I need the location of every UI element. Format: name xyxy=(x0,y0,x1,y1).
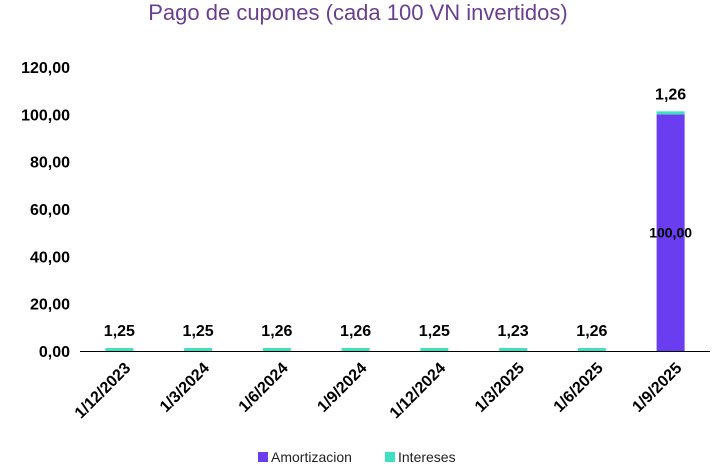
y-tick-label: 20,00 xyxy=(30,297,70,314)
legend-swatch-intereses xyxy=(385,452,395,462)
bar-intereses-6 xyxy=(577,348,606,351)
x-tick-label: 1/3/2025 xyxy=(472,360,528,416)
bar-intereses-7 xyxy=(656,111,685,115)
y-tick-label: 100,00 xyxy=(21,107,70,124)
y-tick-label: 60,00 xyxy=(30,202,70,219)
data-label-intereses: 1,25 xyxy=(183,323,214,340)
legend: Amortizacion Intereses xyxy=(258,449,456,465)
data-label-intereses: 1,26 xyxy=(261,323,292,340)
y-tick-label: 120,00 xyxy=(21,60,70,77)
chart-title: Pago de cupones (cada 100 VN invertidos) xyxy=(148,0,567,25)
bar-intereses-4 xyxy=(420,348,449,351)
x-tick-label: 1/6/2025 xyxy=(551,360,607,416)
bar-amortizacion-7 xyxy=(656,114,685,351)
y-tick-label: 80,00 xyxy=(30,155,70,172)
x-tick-label: 1/12/2023 xyxy=(72,360,134,422)
bar-intereses-3 xyxy=(341,348,370,351)
y-tick-label: 40,00 xyxy=(30,249,70,266)
bar-intereses-5 xyxy=(499,348,528,351)
x-tick-label: 1/9/2024 xyxy=(314,360,370,416)
x-tick-label: 1/6/2024 xyxy=(236,360,292,416)
legend-label-amortizacion: Amortizacion xyxy=(271,449,352,465)
bar-intereses-0 xyxy=(105,348,134,351)
x-tick-label: 1/3/2024 xyxy=(157,360,213,416)
data-label-intereses: 1,26 xyxy=(576,323,607,340)
x-tick-label: 1/12/2024 xyxy=(387,360,449,422)
bar-intereses-1 xyxy=(184,348,213,351)
x-tick-label: 1/9/2025 xyxy=(629,360,685,416)
data-label-intereses: 1,23 xyxy=(498,323,529,340)
data-label-intereses: 1,25 xyxy=(419,323,450,340)
bar-intereses-2 xyxy=(262,348,291,351)
legend-swatch-amortizacion xyxy=(258,452,268,462)
data-labels-layer: 1,25 1,25 1,26 1,26 1,25 1,23 1,26 1,26 100,00 xyxy=(104,86,692,340)
x-axis-ticks: 1/12/2023 1/3/2024 1/6/2024 1/9/2024 1/12/20… xyxy=(72,360,686,422)
y-axis-ticks: 0,00 20,00 40,00 60,00 80,00 100,00 120,00 xyxy=(21,60,70,361)
data-label-amortizacion: 100,00 xyxy=(649,225,692,241)
y-tick-label: 0,00 xyxy=(39,344,70,361)
bars-layer xyxy=(105,111,685,351)
legend-label-intereses: Intereses xyxy=(398,449,456,465)
data-label-intereses: 1,26 xyxy=(655,86,686,103)
data-label-intereses: 1,25 xyxy=(104,323,135,340)
data-label-intereses: 1,26 xyxy=(340,323,371,340)
